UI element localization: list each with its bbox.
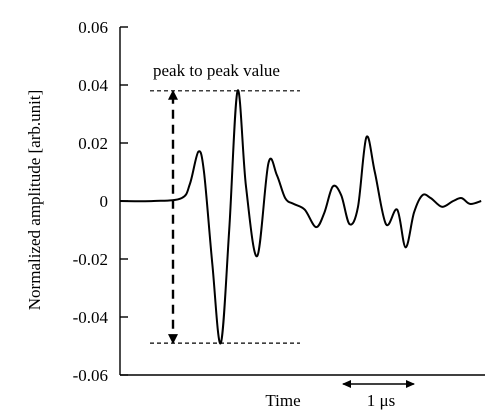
time-scale-label: 1 μs bbox=[367, 391, 395, 410]
x-axis-label: Time bbox=[265, 391, 300, 410]
y-tick-label: -0.04 bbox=[73, 308, 109, 327]
peak-to-peak-label: peak to peak value bbox=[153, 61, 280, 80]
y-axis-label: Normalized amplitude [arb.unit] bbox=[25, 90, 44, 310]
y-tick-label: 0.02 bbox=[78, 134, 108, 153]
peak-to-peak-annotation: peak to peak value bbox=[150, 61, 300, 345]
time-scale-bar: 1 μs bbox=[342, 380, 415, 410]
y-tick-label: 0.04 bbox=[78, 76, 108, 95]
y-ticks: 0.06 0.04 0.02 0 -0.02 -0.04 -0.06 bbox=[73, 18, 128, 385]
y-tick-label: 0.06 bbox=[78, 18, 108, 37]
y-tick-label: -0.06 bbox=[73, 366, 108, 385]
y-tick-label: 0 bbox=[100, 192, 109, 211]
y-tick-label: -0.02 bbox=[73, 250, 108, 269]
waveform-series bbox=[119, 89, 482, 345]
